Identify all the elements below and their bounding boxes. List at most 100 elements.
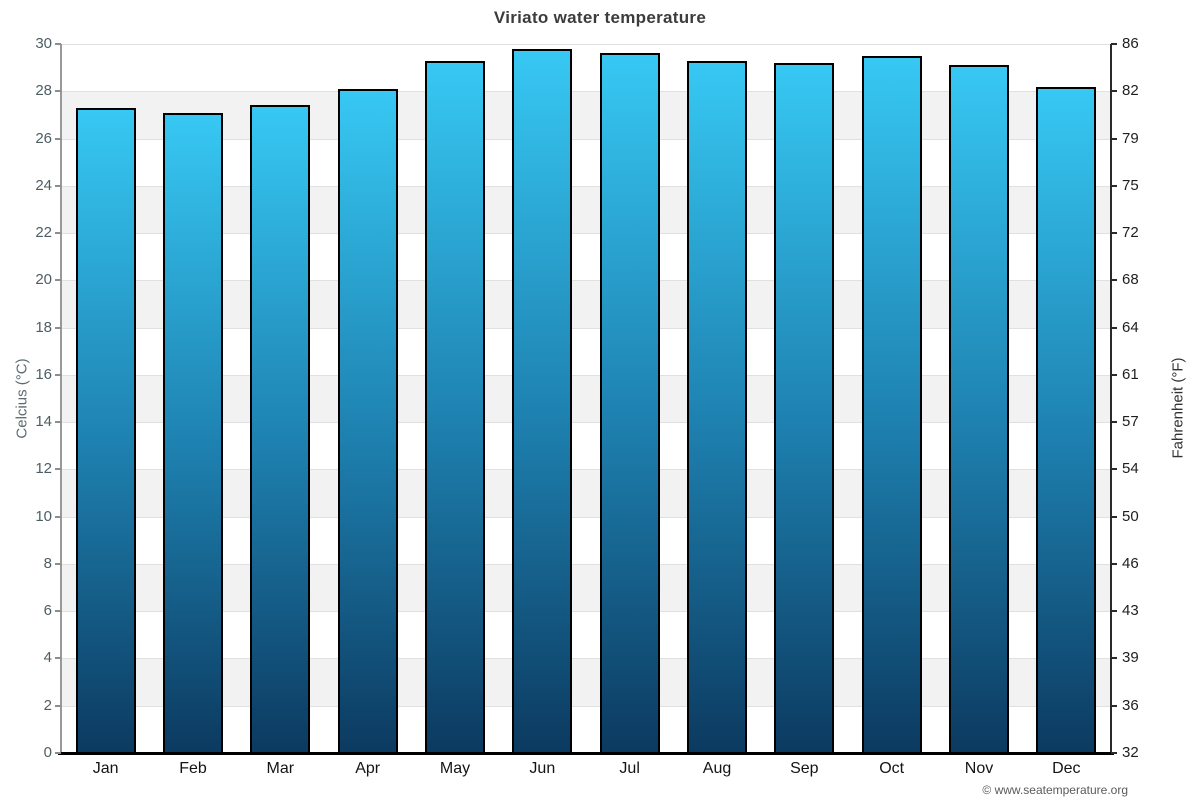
plot-area bbox=[62, 44, 1110, 753]
y-tick-celsius-10: 10 bbox=[35, 507, 52, 525]
plot-band bbox=[62, 469, 1110, 517]
right-tick-mark bbox=[1111, 43, 1117, 45]
chart-title: Viriato water temperature bbox=[493, 8, 707, 27]
right-tick-mark bbox=[1111, 90, 1117, 93]
right-tick-mark bbox=[1111, 184, 1117, 187]
right-tick-mark bbox=[1111, 232, 1117, 235]
bar-may[interactable] bbox=[425, 60, 485, 753]
y-axis-title-fahrenheit: Fahrenheit (°F) bbox=[1169, 357, 1187, 459]
right-tick-mark bbox=[1111, 704, 1117, 707]
plot-band bbox=[62, 138, 1110, 186]
plot-band bbox=[62, 280, 1110, 328]
y-tick-fahrenheit-39: 39 bbox=[1122, 649, 1139, 667]
x-tick-aug: Aug bbox=[702, 760, 732, 777]
plot-band bbox=[62, 233, 1110, 281]
y-tick-celsius-6: 6 bbox=[43, 602, 52, 620]
left-tick-mark bbox=[55, 704, 61, 707]
x-tick-jan: Jan bbox=[92, 760, 119, 777]
x-tick-dec: Dec bbox=[1052, 760, 1081, 777]
left-tick-mark bbox=[55, 279, 61, 282]
y-tick-celsius-30: 30 bbox=[35, 35, 52, 52]
y-tick-celsius-16: 16 bbox=[35, 365, 52, 383]
x-tick-nov: Nov bbox=[964, 760, 994, 777]
x-tick-may: May bbox=[439, 760, 471, 777]
plot-band bbox=[62, 705, 1110, 753]
x-tick-jul: Jul bbox=[619, 760, 640, 777]
left-tick-mark bbox=[55, 657, 61, 660]
right-tick-mark bbox=[1111, 421, 1117, 424]
plot-band bbox=[62, 374, 1110, 423]
left-tick-mark bbox=[55, 562, 61, 565]
plot-band bbox=[62, 91, 1110, 139]
right-axis-line bbox=[1110, 44, 1112, 753]
bar-aug[interactable] bbox=[687, 60, 747, 753]
left-tick-mark bbox=[55, 184, 61, 187]
y-tick-fahrenheit-75: 75 bbox=[1122, 176, 1139, 194]
y-tick-celsius-0: 0 bbox=[43, 744, 52, 761]
x-tick-sep: Sep bbox=[790, 760, 819, 777]
y-axis-title-celsius: Celcius (°C) bbox=[13, 358, 31, 439]
y-tick-celsius-14: 14 bbox=[35, 413, 52, 431]
bar-jul[interactable] bbox=[599, 53, 660, 753]
left-axis-line bbox=[60, 44, 62, 753]
y-tick-celsius-20: 20 bbox=[35, 271, 52, 289]
plot-band bbox=[62, 185, 1110, 234]
left-tick-mark bbox=[55, 515, 61, 518]
y-tick-fahrenheit-82: 82 bbox=[1122, 82, 1139, 100]
y-tick-celsius-22: 22 bbox=[35, 224, 52, 242]
bar-feb[interactable] bbox=[163, 112, 223, 753]
y-tick-fahrenheit-36: 36 bbox=[1122, 696, 1139, 714]
bar-oct[interactable] bbox=[861, 55, 922, 753]
bottom-axis-line bbox=[58, 752, 1114, 755]
y-tick-fahrenheit-43: 43 bbox=[1122, 602, 1139, 620]
right-tick-mark bbox=[1111, 468, 1117, 471]
right-tick-mark bbox=[1111, 610, 1117, 613]
y-tick-fahrenheit-86: 86 bbox=[1122, 35, 1139, 52]
y-tick-fahrenheit-57: 57 bbox=[1122, 413, 1139, 431]
right-tick-mark bbox=[1111, 657, 1117, 660]
y-tick-fahrenheit-32: 32 bbox=[1122, 744, 1139, 761]
right-tick-mark bbox=[1111, 562, 1117, 565]
y-tick-celsius-26: 26 bbox=[35, 129, 52, 147]
bar-jun[interactable] bbox=[512, 48, 573, 753]
left-tick-mark bbox=[55, 373, 61, 376]
y-tick-fahrenheit-54: 54 bbox=[1122, 460, 1139, 478]
x-tick-mar: Mar bbox=[266, 760, 295, 777]
bar-mar[interactable] bbox=[250, 105, 311, 753]
right-tick-mark bbox=[1111, 137, 1117, 140]
y-tick-fahrenheit-64: 64 bbox=[1122, 318, 1139, 336]
right-tick-mark bbox=[1111, 752, 1117, 754]
left-tick-mark bbox=[55, 232, 61, 235]
plot-band bbox=[62, 422, 1110, 470]
y-tick-celsius-18: 18 bbox=[35, 318, 52, 336]
x-tick-feb: Feb bbox=[179, 760, 207, 777]
y-tick-celsius-8: 8 bbox=[43, 554, 52, 572]
x-tick-jun: Jun bbox=[529, 760, 556, 777]
x-tick-oct: Oct bbox=[879, 760, 905, 777]
bar-dec[interactable] bbox=[1036, 86, 1097, 753]
y-tick-fahrenheit-72: 72 bbox=[1122, 224, 1139, 242]
left-tick-mark bbox=[55, 137, 61, 140]
y-tick-fahrenheit-79: 79 bbox=[1122, 129, 1139, 147]
left-tick-mark bbox=[55, 421, 61, 424]
y-tick-celsius-4: 4 bbox=[43, 649, 52, 667]
left-tick-mark bbox=[55, 43, 61, 45]
plot-band bbox=[62, 327, 1110, 375]
y-tick-fahrenheit-50: 50 bbox=[1122, 507, 1139, 525]
right-tick-mark bbox=[1111, 326, 1117, 329]
attribution-link[interactable]: © www.seatemperature.org bbox=[982, 783, 1128, 797]
bar-apr[interactable] bbox=[337, 88, 398, 753]
bar-jan[interactable] bbox=[75, 107, 136, 753]
y-tick-fahrenheit-68: 68 bbox=[1122, 271, 1139, 289]
left-tick-mark bbox=[55, 468, 61, 471]
left-tick-mark bbox=[55, 610, 61, 613]
plot-band bbox=[62, 563, 1110, 612]
bar-sep[interactable] bbox=[774, 62, 835, 753]
left-tick-mark bbox=[55, 90, 61, 93]
right-tick-mark bbox=[1111, 515, 1117, 518]
y-tick-celsius-24: 24 bbox=[35, 176, 52, 194]
plot-band bbox=[62, 611, 1110, 659]
plot-band bbox=[62, 516, 1110, 564]
bar-nov[interactable] bbox=[949, 65, 1009, 753]
